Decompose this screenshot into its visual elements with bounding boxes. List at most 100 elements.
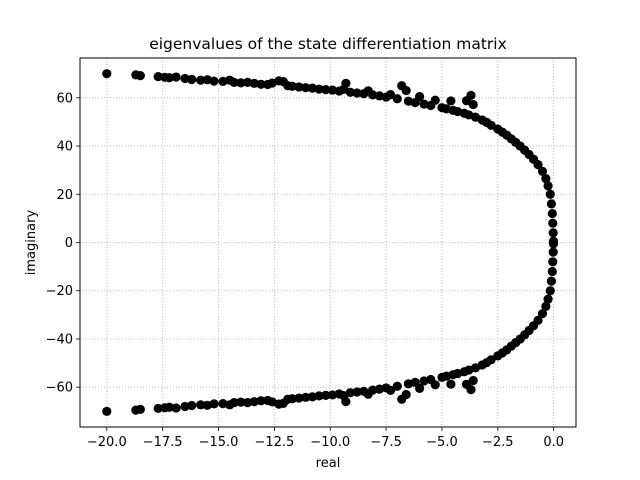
eigenvalue-point — [102, 69, 112, 79]
eigenvalue-point — [196, 400, 206, 410]
eigenvalue-point — [352, 387, 362, 397]
eigenvalue-point — [314, 84, 324, 94]
eigenvalue-point — [307, 83, 317, 93]
eigenvalue-point — [171, 403, 181, 413]
eigenvalue-point — [196, 75, 206, 85]
eigenvalue-point — [537, 166, 548, 176]
eigenvalue-point — [307, 392, 317, 402]
eigenvalue-point — [171, 72, 181, 82]
eigenvalue-point — [236, 397, 246, 407]
eigenvalue-point — [209, 76, 219, 86]
eigenvalue-point — [242, 77, 253, 87]
eigenvalue-point — [352, 88, 362, 98]
eigenvalue-point — [345, 87, 355, 97]
eigenvalue-point — [548, 247, 558, 257]
eigenvalue-point — [135, 71, 145, 81]
eigenvalue-point — [294, 393, 304, 403]
y-tick-label: 20 — [56, 188, 73, 203]
eigenvalue-point — [314, 391, 324, 401]
eigenvalue-point — [187, 400, 197, 411]
eigenvalue-point — [547, 266, 557, 277]
eigenvalue-point — [468, 375, 478, 386]
eigenvalue-point — [545, 189, 555, 199]
eigenvalue-point — [401, 389, 411, 400]
chart-title: eigenvalues of the state differentiation… — [149, 35, 507, 53]
eigenvalue-point — [327, 390, 338, 400]
x-tick-label: −2.5 — [482, 435, 514, 450]
eigenvalue-point — [430, 380, 440, 390]
eigenvalue-point — [341, 397, 351, 407]
eigenvalue-point — [543, 181, 553, 191]
x-tick-label: −5.0 — [426, 435, 458, 450]
y-axis-ticks: −60 −40 −20 0 20 40 60 — [46, 91, 80, 396]
eigenvalue-point — [249, 397, 259, 407]
y-tick-label: −20 — [46, 284, 73, 299]
eigenvalue-points — [102, 69, 559, 416]
x-tick-label: 0.0 — [543, 435, 564, 450]
eigenvalue-point — [466, 90, 476, 100]
eigenvalue-point — [327, 85, 338, 95]
eigenvalue-point — [180, 73, 190, 84]
eigenvalue-point — [209, 399, 219, 409]
eigenvalue-point — [537, 309, 548, 319]
eigenvalue-point — [392, 381, 402, 391]
eigenvalue-point — [229, 398, 239, 408]
eigenvalue-point — [548, 228, 558, 238]
eigenvalue-point — [180, 401, 190, 412]
y-tick-label: 60 — [56, 91, 73, 106]
eigenvalue-point — [249, 78, 259, 88]
eigenvalue-point — [287, 81, 297, 91]
eigenvalue-point — [153, 71, 163, 82]
eigenvalue-point — [533, 315, 543, 325]
eigenvalue-point — [547, 208, 557, 219]
eigenvalue-point — [385, 90, 396, 100]
eigenvalue-point — [541, 301, 551, 312]
eigenvalue-point — [153, 403, 163, 414]
y-axis-title: imaginary — [24, 210, 39, 276]
eigenvalue-point — [256, 79, 266, 89]
x-tick-label: −17.5 — [143, 435, 183, 450]
eigenvalue-point — [545, 286, 555, 296]
eigenvalue-point — [415, 383, 425, 394]
eigenvalue-point — [287, 394, 297, 404]
eigenvalue-point — [236, 78, 246, 88]
eigenvalue-point — [368, 90, 378, 100]
x-tick-label: −20.0 — [87, 435, 127, 450]
eigenvalue-point — [446, 379, 456, 389]
eigenvalue-point — [548, 218, 558, 228]
eigenvalue-point — [164, 73, 174, 83]
eigenvalue-point — [430, 95, 440, 105]
eigenvalue-point — [301, 392, 311, 402]
y-tick-label: −60 — [46, 381, 73, 396]
eigenvalue-point — [242, 398, 253, 408]
y-tick-label: −40 — [46, 332, 73, 347]
x-axis-ticks: −20.0 −17.5 −15.0 −12.5 −10.0 −7.5 −5.0 −2.5 0.0 — [87, 427, 564, 450]
eigenvalue-point — [187, 74, 197, 85]
eigenvalue-point — [548, 239, 559, 249]
eigenvalue-point — [321, 390, 331, 401]
eigenvalue-point — [135, 404, 145, 414]
eigenvalue-point — [468, 99, 478, 110]
eigenvalue-point — [541, 173, 551, 184]
y-tick-label: 40 — [56, 140, 73, 155]
eigenvalue-point — [446, 96, 456, 106]
eigenvalue-point — [486, 355, 496, 365]
x-tick-label: −10.0 — [310, 435, 350, 450]
x-tick-label: −15.0 — [199, 435, 239, 450]
eigenvalue-point — [294, 82, 304, 92]
eigenvalue-point — [301, 83, 311, 93]
eigenvalue-point — [321, 84, 331, 95]
eigenvalue-point — [229, 77, 239, 87]
eigenvalue-point — [368, 385, 378, 395]
x-tick-label: −12.5 — [254, 435, 294, 450]
x-axis-title: real — [316, 456, 341, 471]
eigenvalue-point — [486, 120, 496, 130]
eigenvalue-point — [102, 406, 112, 416]
eigenvalue-point — [546, 276, 557, 286]
eigenvalue-point — [533, 160, 543, 170]
eigenvalue-point — [256, 396, 266, 406]
eigenvalue-point — [392, 94, 402, 104]
eigenvalue-point — [341, 78, 351, 88]
